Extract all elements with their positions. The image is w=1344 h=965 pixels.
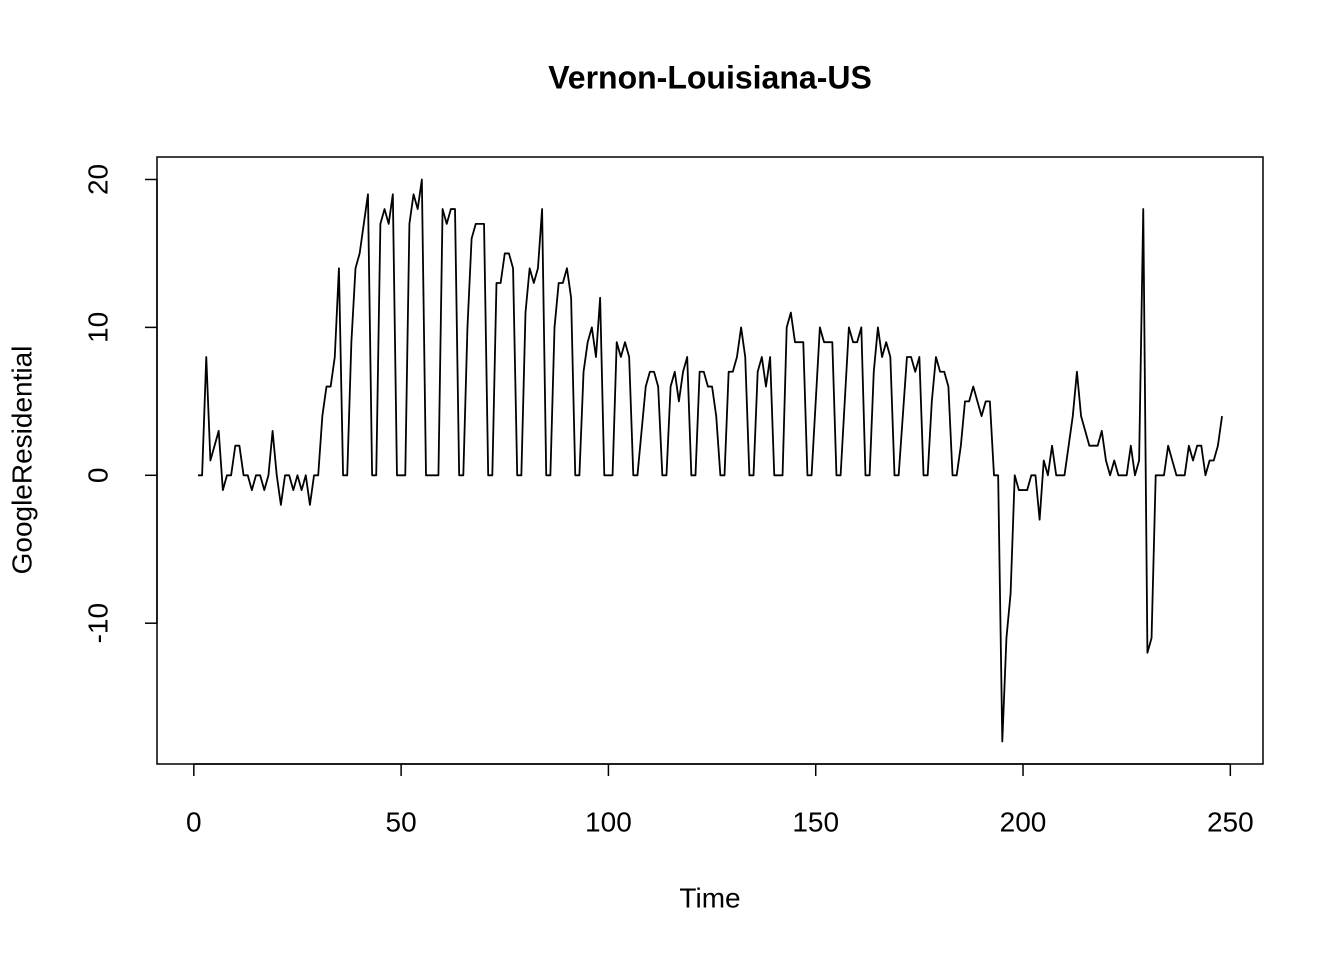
x-tick-label: 150 xyxy=(792,806,839,837)
x-tick-label: 100 xyxy=(585,806,632,837)
series-line xyxy=(197,178,1223,743)
x-tick-label: 50 xyxy=(386,806,417,837)
chart-title: Vernon-Louisiana-US xyxy=(548,59,872,95)
x-axis-label: Time xyxy=(679,882,740,913)
y-tick-label: 20 xyxy=(82,164,113,195)
y-tick-label: 10 xyxy=(82,312,113,343)
y-tick-label: 0 xyxy=(82,468,113,484)
x-tick-label: 0 xyxy=(186,806,202,837)
x-tick-label: 200 xyxy=(1000,806,1047,837)
plot-box xyxy=(156,156,1264,765)
x-tick-label: 250 xyxy=(1207,806,1254,837)
y-axis-label: GoogleResidential xyxy=(6,346,37,575)
y-tick-label: -10 xyxy=(82,603,113,643)
